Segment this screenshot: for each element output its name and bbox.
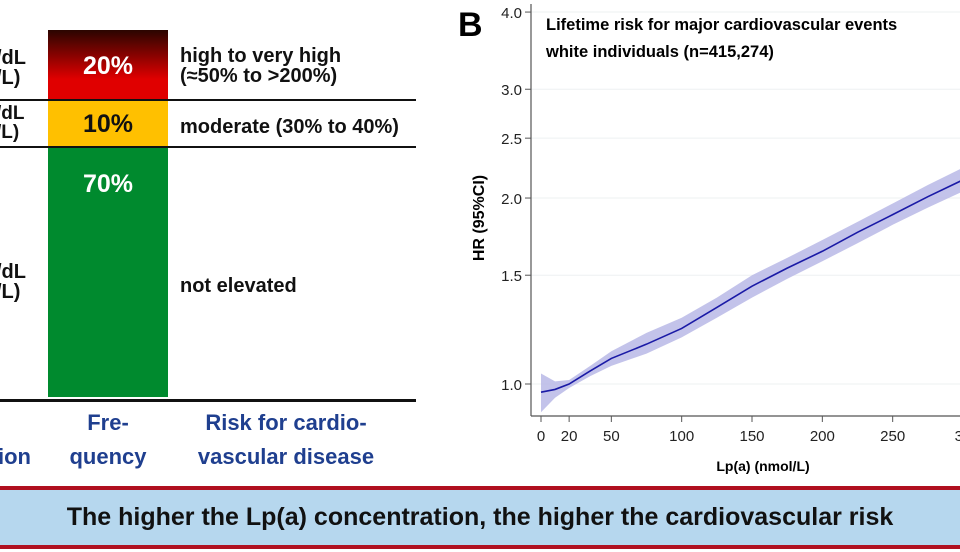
frequency-moderate: 10% [82,110,134,138]
conc-label-line: /L) [0,281,21,303]
footer-risk-2: vascular disease [197,444,375,469]
x-ticks: 0 20 50 100 150 200 250 30 [537,416,960,445]
risk-moderate: moderate (30% to 40%) [180,116,399,138]
y-tick-label: 1.5 [501,268,522,285]
risk-line: high to very high [180,45,342,67]
conc-label-normal: /dL /L) [0,262,26,302]
x-tick-label: 200 [810,428,835,445]
panel-letter: B [458,6,483,44]
risk-line: (≈50% to >200%) [180,65,338,87]
frequency-high: 20% [82,52,134,80]
conc-label-line: /dL [0,103,25,124]
footer-risk-1: Risk for cardio- [205,410,367,435]
divider [0,399,416,402]
ci-band [541,169,960,413]
x-tick-label: 100 [669,428,694,445]
y-tick-label: 1.0 [501,377,522,394]
frequency-bar-high [48,30,168,100]
conc-label-line: /L) [0,122,20,143]
conc-label-line: /dL [0,47,26,69]
conc-label-high: /dL /L) [0,48,26,88]
hr-curve [540,180,960,393]
frequency-bar-normal [48,147,168,397]
x-tick-label: 20 [561,428,578,445]
hr-chart: B 1.0 1.5 2.0 2.5 3.0 4.0 0 20 50 100 150 200 250 30… [458,4,960,474]
grid [531,11,960,385]
y-axis-label: HR (95%CI) [471,175,488,261]
divider [0,99,416,101]
x-tick-label: 30 [955,428,960,445]
frequency-normal: 70% [82,170,134,198]
footer-concentration: ion [0,444,31,469]
banner-text: The higher the Lp(a) concentration, the … [66,503,894,531]
y-tick-label: 2.5 [501,131,522,148]
x-tick-label: 50 [603,428,620,445]
y-ticks: 1.0 1.5 2.0 2.5 3.0 4.0 [501,5,531,394]
chart-title-2: white individuals (n=415,274) [545,43,774,61]
frequency-bar-moderate [48,100,168,147]
y-tick-label: 4.0 [501,5,522,22]
x-tick-label: 0 [537,428,545,445]
conclusion-banner: The higher the Lp(a) concentration, the … [0,486,960,550]
risk-high: high to very high (≈50% to >200%) [180,46,341,86]
banner-body: The higher the Lp(a) concentration, the … [0,490,960,545]
y-tick-label: 3.0 [501,82,522,99]
x-axis-label: Lp(a) (nmol/L) [716,458,809,474]
chart-title-1: Lifetime risk for major cardiovascular e… [546,16,897,34]
conc-label-moderate: /dL /L) [0,104,25,142]
y-tick-label: 2.0 [501,191,522,208]
conc-label-line: /L) [0,67,21,89]
footer-frequency-2: quency [69,444,147,469]
conc-label-line: /dL [0,261,26,283]
banner-border-bottom [0,545,960,549]
divider [0,146,416,148]
risk-normal: not elevated [180,275,297,297]
x-tick-label: 150 [739,428,764,445]
footer-frequency-1: Fre- [87,410,129,435]
x-tick-label: 250 [880,428,905,445]
banner-border-top [0,486,960,490]
